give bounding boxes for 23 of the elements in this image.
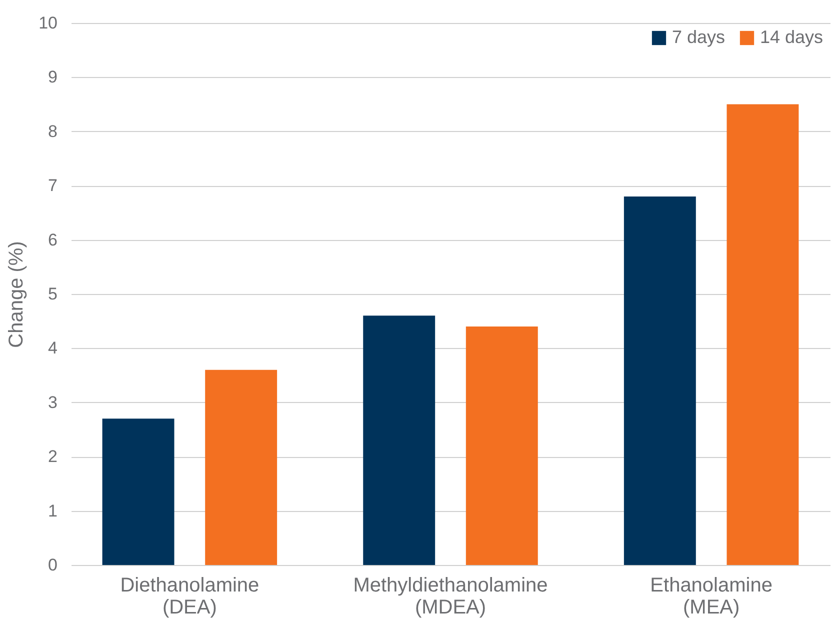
y-tick-label: 8 bbox=[48, 122, 58, 141]
bar bbox=[726, 104, 799, 565]
y-tick-label: 0 bbox=[48, 556, 58, 574]
x-tick-label: Diethanolamine (DEA) bbox=[120, 574, 260, 618]
x-tick-label: Methyldiethanolamine (MDEA) bbox=[353, 574, 548, 618]
y-tick-label: 3 bbox=[48, 392, 58, 412]
bar bbox=[466, 326, 538, 565]
y-tick-label: 6 bbox=[48, 230, 58, 250]
y-tick-label: 5 bbox=[48, 284, 58, 304]
x-tick-label: Ethanolamine (MEA) bbox=[650, 574, 772, 618]
y-tick-label: 1 bbox=[48, 501, 58, 520]
legend-label: 14 days bbox=[760, 27, 824, 47]
y-tick-label: 10 bbox=[38, 14, 58, 32]
legend-label: 7 days bbox=[672, 27, 726, 47]
y-tick-label: 4 bbox=[48, 338, 58, 358]
y-tick-label: 7 bbox=[48, 176, 58, 196]
y-tick-label: 9 bbox=[48, 68, 58, 87]
y-tick-label: 2 bbox=[48, 447, 58, 466]
bar bbox=[102, 418, 174, 565]
bar bbox=[624, 196, 696, 565]
y-axis-title: Change (%) bbox=[6, 241, 28, 348]
bar bbox=[205, 370, 278, 565]
bar bbox=[363, 316, 436, 565]
